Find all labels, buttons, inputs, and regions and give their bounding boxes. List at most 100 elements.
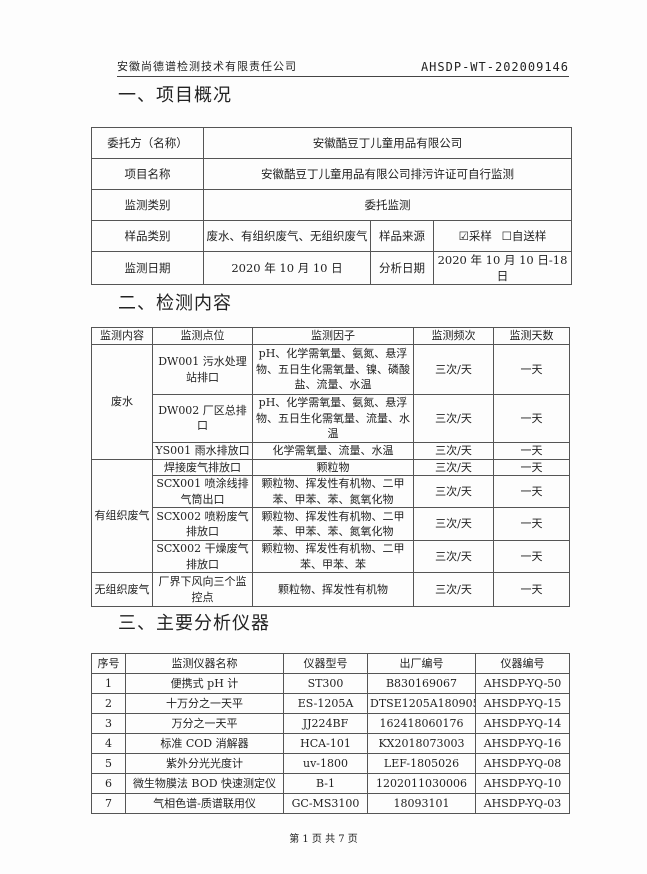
table-row: 样品类别 废水、有组织废气、无组织废气 样品来源 ☑采样 ☐自送样 xyxy=(91,220,572,252)
point-cell: YS001 雨水排放口 xyxy=(152,441,253,460)
section-title-content: 二、检测内容 xyxy=(118,293,232,314)
instrument-id: AHSDP-YQ-14 xyxy=(475,713,570,734)
column-header: 监测仪器名称 xyxy=(125,653,284,674)
column-header: 监测频次 xyxy=(413,327,494,345)
serial-number: B830169067 xyxy=(367,673,476,694)
analysis-date-label: 分析日期 xyxy=(370,251,434,285)
instrument-model: JJ224BF xyxy=(283,713,368,734)
point-cell: SCX002 喷粉废气排放口 xyxy=(152,507,253,541)
table-row: 6 微生物膜法 BOD 快速测定仪 B-1 1202011030006 AHSDP-YQ… xyxy=(91,773,570,794)
client-label: 委托方（名称） xyxy=(91,127,204,159)
days-cell: 一天 xyxy=(493,344,570,395)
instrument-id: AHSDP-YQ-08 xyxy=(475,753,570,774)
serial-number: DTSE1205A18090501 xyxy=(367,693,476,714)
table-header-row: 序号 监测仪器名称 仪器型号 出厂编号 仪器编号 xyxy=(91,653,570,674)
factors-cell: pH、化学需氧量、氨氮、悬浮物、五日生化需氧量、镍、磷酸盐、流量、水温 xyxy=(252,344,414,395)
instrument-name: 十万分之一天平 xyxy=(125,693,284,714)
monitoring-content-table: 监测内容 监测点位 监测因子 监测频次 监测天数 废水 DW001 污水处理站排… xyxy=(91,327,570,607)
table-row: SCX002 喷粉废气排放口 颗粒物、挥发性有机物、二甲苯、甲苯、苯、氮氧化物 … xyxy=(92,507,570,541)
serial-number: 1202011030006 xyxy=(367,773,476,794)
instrument-model: uv-1800 xyxy=(283,753,368,774)
table-row: SCX001 喷涂线排气筒出口 颗粒物、挥发性有机物、二甲苯、甲苯、苯、氮氧化物… xyxy=(92,475,570,508)
instrument-name: 紫外分光光度计 xyxy=(125,753,284,774)
factors-cell: 化学需氧量、流量、水温 xyxy=(252,441,414,460)
group-cell: 有组织废气 xyxy=(91,458,153,573)
group-cell: 废水 xyxy=(91,344,153,460)
checkbox-sampling: ☑采样 xyxy=(458,229,492,243)
instrument-id: AHSDP-YQ-15 xyxy=(475,693,570,714)
column-header: 序号 xyxy=(91,653,126,674)
days-cell: 一天 xyxy=(493,458,570,476)
sample-type-value: 废水、有组织废气、无组织废气 xyxy=(203,220,371,252)
instrument-name: 气相色谱-质谱联用仪 xyxy=(125,793,284,814)
freq-cell: 三次/天 xyxy=(413,540,494,573)
serial-number: LEF-1805026 xyxy=(367,753,476,774)
sample-source-label: 样品来源 xyxy=(370,220,434,252)
factors-cell: pH、化学需氧量、氨氮、悬浮物、五日生化需氧量、流量、水温 xyxy=(252,394,414,443)
table-row: 监测日期 2020 年 10 月 10 日 分析日期 2020 年 10 月 1… xyxy=(91,251,572,285)
factors-cell: 颗粒物、挥发性有机物、二甲苯、甲苯、苯、氮氧化物 xyxy=(252,507,414,541)
instrument-name: 万分之一天平 xyxy=(125,713,284,734)
instrument-table: 序号 监测仪器名称 仪器型号 出厂编号 仪器编号 1 便携式 pH 计 ST300 B… xyxy=(91,653,570,814)
monitor-date-label: 监测日期 xyxy=(91,251,204,285)
table-row: 4 标准 COD 消解器 HCA-101 KX2018073003 AHSDP-YQ-1… xyxy=(91,733,570,754)
factors-cell: 颗粒物、挥发性有机物、二甲苯、甲苯、苯、氮氧化物 xyxy=(252,475,414,508)
factors-cell: 颗粒物、挥发性有机物 xyxy=(252,572,414,607)
serial-number: 18093101 xyxy=(367,793,476,814)
instrument-name: 标准 COD 消解器 xyxy=(125,733,284,754)
page-header: 安徽尚德谱检测技术有限责任公司 AHSDP-WT-202009146 xyxy=(117,58,569,77)
factors-cell: 颗粒物、挥发性有机物、二甲苯、甲苯、苯 xyxy=(252,540,414,573)
instrument-id: AHSDP-YQ-50 xyxy=(475,673,570,694)
freq-cell: 三次/天 xyxy=(413,507,494,541)
table-row: 废水 DW001 污水处理站排口 pH、化学需氧量、氨氮、悬浮物、五日生化需氧量… xyxy=(91,344,570,460)
project-overview-table: 委托方（名称） 安徽酷豆丁儿童用品有限公司 项目名称 安徽酷豆丁儿童用品有限公司… xyxy=(91,127,572,285)
instrument-id: AHSDP-YQ-16 xyxy=(475,733,570,754)
factors-cell: 颗粒物 xyxy=(252,458,414,476)
instrument-model: HCA-101 xyxy=(283,733,368,754)
point-cell: 焊接废气排放口 xyxy=(152,458,253,476)
column-header: 仪器编号 xyxy=(475,653,570,674)
row-number: 1 xyxy=(91,673,126,694)
point-cell: SCX002 干燥废气排放口 xyxy=(152,540,253,573)
monitor-date-value: 2020 年 10 月 10 日 xyxy=(203,251,371,285)
row-number: 3 xyxy=(91,713,126,734)
sample-type-label: 样品类别 xyxy=(91,220,204,252)
table-row: 监测类别 委托监测 xyxy=(91,189,572,221)
days-cell: 一天 xyxy=(493,441,570,460)
company-name: 安徽尚德谱检测技术有限责任公司 xyxy=(117,60,297,73)
serial-number: KX2018073003 xyxy=(367,733,476,754)
row-number: 2 xyxy=(91,693,126,714)
table-row: YS001 雨水排放口 化学需氧量、流量、水温 三次/天 一天 xyxy=(92,441,570,460)
section-title-instruments: 三、主要分析仪器 xyxy=(118,613,270,634)
table-row: 3 万分之一天平 JJ224BF 162418060176 AHSDP-YQ-14 xyxy=(91,713,570,734)
table-row: 项目名称 安徽酷豆丁儿童用品有限公司排污许证可自行监测 xyxy=(91,158,572,190)
days-cell: 一天 xyxy=(493,572,570,607)
freq-cell: 三次/天 xyxy=(413,458,494,476)
freq-cell: 三次/天 xyxy=(413,344,494,395)
freq-cell: 三次/天 xyxy=(413,572,494,607)
row-number: 7 xyxy=(91,793,126,814)
analysis-date-value: 2020 年 10 月 10 日-18 日 xyxy=(433,251,572,285)
column-header: 监测天数 xyxy=(493,327,570,345)
table-row: 2十万分之一天平ES-1205ADTSE1205A18090501AHSDP-Y… xyxy=(91,693,570,714)
table-row: DW002 厂区总排口 pH、化学需氧量、氨氮、悬浮物、五日生化需氧量、流量、水… xyxy=(92,394,570,443)
column-header: 监测点位 xyxy=(152,327,253,345)
project-value: 安徽酷豆丁儿童用品有限公司排污许证可自行监测 xyxy=(203,158,572,190)
table-row: 5 紫外分光光度计 uv-1800 LEF-1805026 AHSDP-YQ-08 xyxy=(91,753,570,774)
instrument-model: ST300 xyxy=(283,673,368,694)
table-row: 委托方（名称） 安徽酷豆丁儿童用品有限公司 xyxy=(91,127,572,159)
instrument-name: 微生物膜法 BOD 快速测定仪 xyxy=(125,773,284,794)
type-value: 委托监测 xyxy=(203,189,572,221)
point-cell: SCX001 喷涂线排气筒出口 xyxy=(152,475,253,508)
column-header: 监测内容 xyxy=(91,327,153,345)
table-row: 7 气相色谱-质谱联用仪 GC-MS3100 18093101 AHSDP-YQ-03 xyxy=(91,793,570,814)
freq-cell: 三次/天 xyxy=(413,394,494,443)
days-cell: 一天 xyxy=(493,475,570,508)
column-header: 出厂编号 xyxy=(367,653,476,674)
type-label: 监测类别 xyxy=(91,189,204,221)
checkbox-self-delivered: ☐自送样 xyxy=(501,229,547,243)
table-row: 无组织废气 厂界下风向三个监控点 颗粒物、挥发性有机物 三次/天 一天 xyxy=(91,572,570,607)
client-value: 安徽酷豆丁儿童用品有限公司 xyxy=(203,127,572,159)
row-number: 6 xyxy=(91,773,126,794)
